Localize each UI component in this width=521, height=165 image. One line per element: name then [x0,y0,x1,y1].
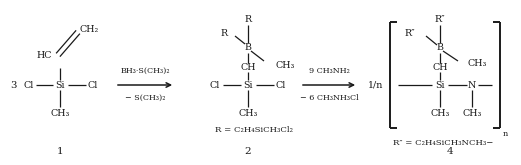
Text: CH: CH [432,64,448,72]
Text: CH₂: CH₂ [80,26,99,34]
Text: R: R [221,29,228,37]
Text: n: n [503,130,508,138]
Text: − 6 CH₃NH₃Cl: − 6 CH₃NH₃Cl [300,94,358,102]
Text: CH₃: CH₃ [238,110,258,118]
Text: 4: 4 [446,148,453,156]
Text: Cl: Cl [210,81,220,89]
Text: CH: CH [240,64,256,72]
Text: B: B [244,44,252,52]
Text: Cl: Cl [276,81,287,89]
Text: CH₃: CH₃ [462,110,482,118]
Text: Si: Si [435,81,445,89]
Text: BH₃·S(CH₃)₂: BH₃·S(CH₃)₂ [120,67,170,75]
Text: 1: 1 [57,148,64,156]
Text: Si: Si [243,81,253,89]
Text: Si: Si [55,81,65,89]
Text: R = C₂H₄SiCH₃Cl₂: R = C₂H₄SiCH₃Cl₂ [215,126,293,134]
Text: R″: R″ [435,16,445,24]
Text: 9 CH₃NH₂: 9 CH₃NH₂ [308,67,350,75]
Text: 1/n: 1/n [368,81,383,89]
Text: 3: 3 [10,81,17,89]
Text: B: B [437,44,443,52]
Text: Cl: Cl [88,81,98,89]
Text: R″ = C₂H₄SiCH₃NCH₃−: R″ = C₂H₄SiCH₃NCH₃− [393,139,493,147]
Text: Cl: Cl [23,81,33,89]
Text: CH₃: CH₃ [51,110,70,118]
Text: CH₃: CH₃ [430,110,450,118]
Text: CH₃: CH₃ [468,60,487,68]
Text: R: R [244,16,252,24]
Text: − S(CH₃)₂: − S(CH₃)₂ [125,94,165,102]
Text: N: N [468,81,476,89]
Text: CH₃: CH₃ [276,61,295,69]
Text: R″: R″ [404,29,415,37]
Text: HC: HC [36,50,52,60]
Text: 2: 2 [245,148,251,156]
